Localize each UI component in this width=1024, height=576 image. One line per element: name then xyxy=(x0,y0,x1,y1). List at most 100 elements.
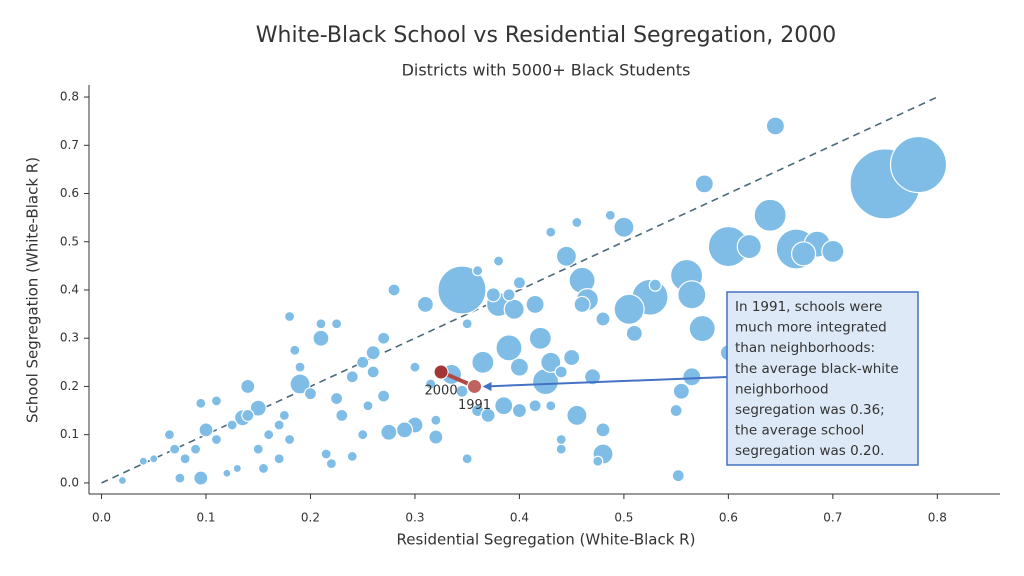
y-axis-label: School Segregation (White-Black R) xyxy=(24,157,42,423)
y-tick-label: 0.4 xyxy=(60,282,79,296)
x-axis-label: Residential Segregation (White-Black R) xyxy=(397,531,696,549)
bubble xyxy=(346,450,358,462)
annotation-arrow xyxy=(484,376,728,388)
bubble xyxy=(472,265,484,277)
bubble xyxy=(365,345,381,361)
bubble xyxy=(257,462,270,475)
y-tick-label: 0.7 xyxy=(60,138,79,152)
bubble xyxy=(149,454,159,464)
x-tick-label: 0.7 xyxy=(823,511,842,525)
bubble xyxy=(226,419,238,431)
bubble xyxy=(273,453,285,465)
bubble xyxy=(753,198,787,232)
bubble xyxy=(189,443,202,455)
bubble xyxy=(366,365,380,379)
annotation-text: much more integrated xyxy=(735,320,887,336)
y-tick-label: 0.1 xyxy=(60,427,79,441)
bubble xyxy=(357,429,369,441)
bubble xyxy=(613,216,635,238)
bubble xyxy=(416,295,435,314)
highlight-label: 2000 xyxy=(425,383,458,398)
annotation-text: segregation was 0.36; xyxy=(735,402,885,418)
x-tick-label: 0.6 xyxy=(719,511,738,525)
bubble xyxy=(682,367,702,387)
highlight-point xyxy=(433,364,449,380)
bubble xyxy=(380,423,398,441)
bubble xyxy=(625,324,643,342)
chart-title: White-Black School vs Residential Segreg… xyxy=(256,23,836,48)
bubble xyxy=(525,294,545,315)
bubble xyxy=(289,373,311,395)
annotation-text: segregation was 0.20. xyxy=(735,443,884,459)
bubble xyxy=(210,395,223,407)
bubble xyxy=(540,351,562,373)
x-tick-label: 0.1 xyxy=(196,511,215,525)
reference-line xyxy=(101,96,938,484)
bubble xyxy=(315,318,327,330)
bubble xyxy=(210,433,223,446)
bubble xyxy=(179,453,191,465)
bubble xyxy=(303,387,318,401)
x-tick-label: 0.0 xyxy=(92,511,111,525)
bubble xyxy=(195,397,207,409)
bubble xyxy=(278,409,290,421)
bubble xyxy=(669,403,683,418)
x-tick-label: 0.4 xyxy=(510,511,529,525)
bubble xyxy=(480,407,496,423)
bubble xyxy=(592,455,604,467)
annotation-text: In 1991, schools were xyxy=(735,299,882,315)
bubble xyxy=(117,475,128,486)
x-tick-label: 0.3 xyxy=(405,511,424,525)
bubble xyxy=(595,422,611,438)
x-tick-label: 0.5 xyxy=(614,511,633,525)
highlight-label: 1991 xyxy=(458,398,491,413)
bubble xyxy=(428,429,444,445)
bubble xyxy=(583,368,602,386)
bubble xyxy=(528,399,542,413)
y-tick-label: 0.0 xyxy=(60,475,79,489)
bubble xyxy=(509,357,530,377)
bubble xyxy=(289,344,301,356)
annotation-text: neighborhood xyxy=(735,381,829,397)
annotation-text: than neighborhoods: xyxy=(735,340,875,356)
annotation-text: the average black-white xyxy=(735,361,899,377)
x-tick-label: 0.8 xyxy=(928,511,947,525)
bubble xyxy=(356,355,370,369)
bubble xyxy=(889,135,948,194)
bubble xyxy=(312,329,330,347)
bubble xyxy=(545,400,557,412)
bubble xyxy=(545,226,557,238)
bubble xyxy=(174,472,186,484)
bubble xyxy=(163,429,176,441)
bubble xyxy=(595,311,611,327)
bubble xyxy=(555,443,567,455)
bubble xyxy=(503,298,525,320)
bubble xyxy=(495,334,523,362)
bubble xyxy=(437,265,487,315)
bubble xyxy=(555,245,578,267)
bubble xyxy=(648,278,662,292)
bubble xyxy=(461,453,473,465)
bubble xyxy=(320,448,332,460)
bubble xyxy=(671,469,685,483)
annotation-text: the average school xyxy=(735,423,864,439)
bubble xyxy=(283,310,296,323)
y-tick-label: 0.8 xyxy=(60,90,79,104)
bubble xyxy=(335,408,349,422)
bubble xyxy=(672,382,690,400)
bubble xyxy=(325,458,337,470)
chart-subtitle: Districts with 5000+ Black Students xyxy=(402,61,691,80)
bubble xyxy=(395,421,414,439)
highlight-point xyxy=(467,378,483,394)
bubble xyxy=(571,216,583,229)
bubble xyxy=(249,399,267,417)
bubble xyxy=(430,414,442,426)
bubble xyxy=(283,433,296,446)
bubble xyxy=(566,404,588,426)
bubble xyxy=(736,233,762,260)
bubble xyxy=(252,443,264,455)
bubble xyxy=(240,378,256,395)
y-tick-label: 0.6 xyxy=(60,186,79,200)
bubble xyxy=(765,116,785,136)
bubble xyxy=(362,400,374,412)
